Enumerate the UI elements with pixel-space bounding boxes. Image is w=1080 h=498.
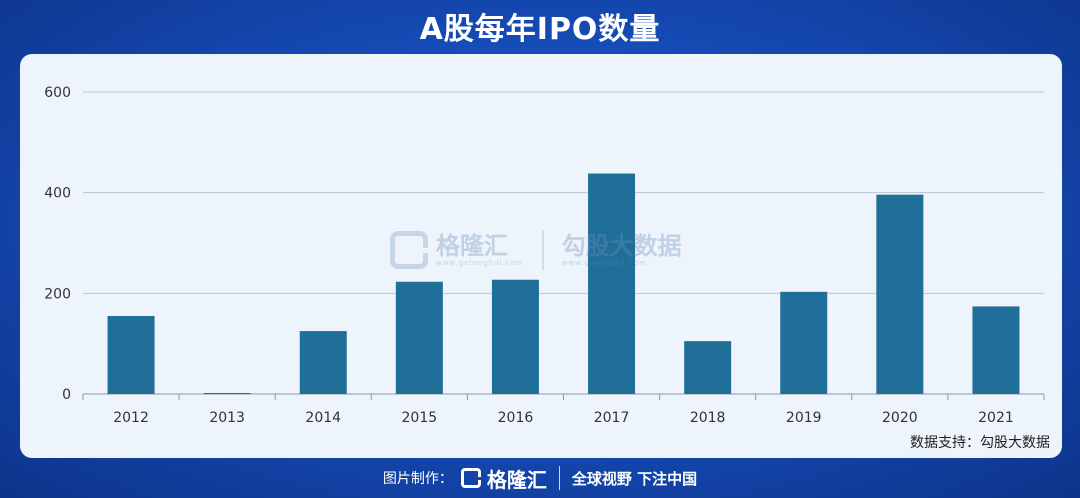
footer-slogan: 全球视野 下注中国 xyxy=(571,469,698,488)
chart-title: A股每年IPO数量 xyxy=(419,12,661,47)
bar xyxy=(395,281,443,394)
data-source-note: 数据支持：勾股大数据 xyxy=(910,435,1050,451)
bar xyxy=(876,194,924,394)
x-tick-label: 2012 xyxy=(113,410,149,426)
x-tick-label: 2016 xyxy=(498,410,534,426)
x-tick-label: 2019 xyxy=(786,410,822,426)
footer-made-by-label: 图片制作： xyxy=(382,471,453,487)
footer-divider xyxy=(558,466,560,490)
footer-brand: 格隆汇 xyxy=(486,467,547,492)
x-tick-label: 2020 xyxy=(882,410,918,426)
bar xyxy=(588,173,636,394)
x-tick-label: 2014 xyxy=(305,410,341,426)
y-tick-label: 600 xyxy=(44,85,71,101)
y-tick-label: 400 xyxy=(44,186,71,202)
y-tick-label: 0 xyxy=(62,387,71,403)
x-tick-label: 2015 xyxy=(402,410,438,426)
chart-panel: 0 200 400 600 2012 2013 2014 2015 2016 2017 2018 20… xyxy=(20,54,1062,458)
y-tick-label: 200 xyxy=(44,286,71,302)
bar xyxy=(107,315,155,394)
bar xyxy=(203,392,251,394)
bar-chart: 0 200 400 600 2012 2013 2014 2015 2016 2017 2018 20… xyxy=(44,85,1045,426)
x-tick-label: 2013 xyxy=(209,410,245,426)
bar xyxy=(780,291,828,394)
bar xyxy=(972,306,1020,394)
footer-logo-icon xyxy=(460,468,481,488)
x-tick-label: 2017 xyxy=(594,410,630,426)
bar xyxy=(684,341,732,394)
bar xyxy=(299,331,347,394)
bar xyxy=(491,279,539,394)
x-tick-label: 2021 xyxy=(978,410,1014,426)
x-tick-label: 2018 xyxy=(690,410,726,426)
footer: 图片制作： 格隆汇 全球视野 下注中国 xyxy=(0,458,1080,498)
